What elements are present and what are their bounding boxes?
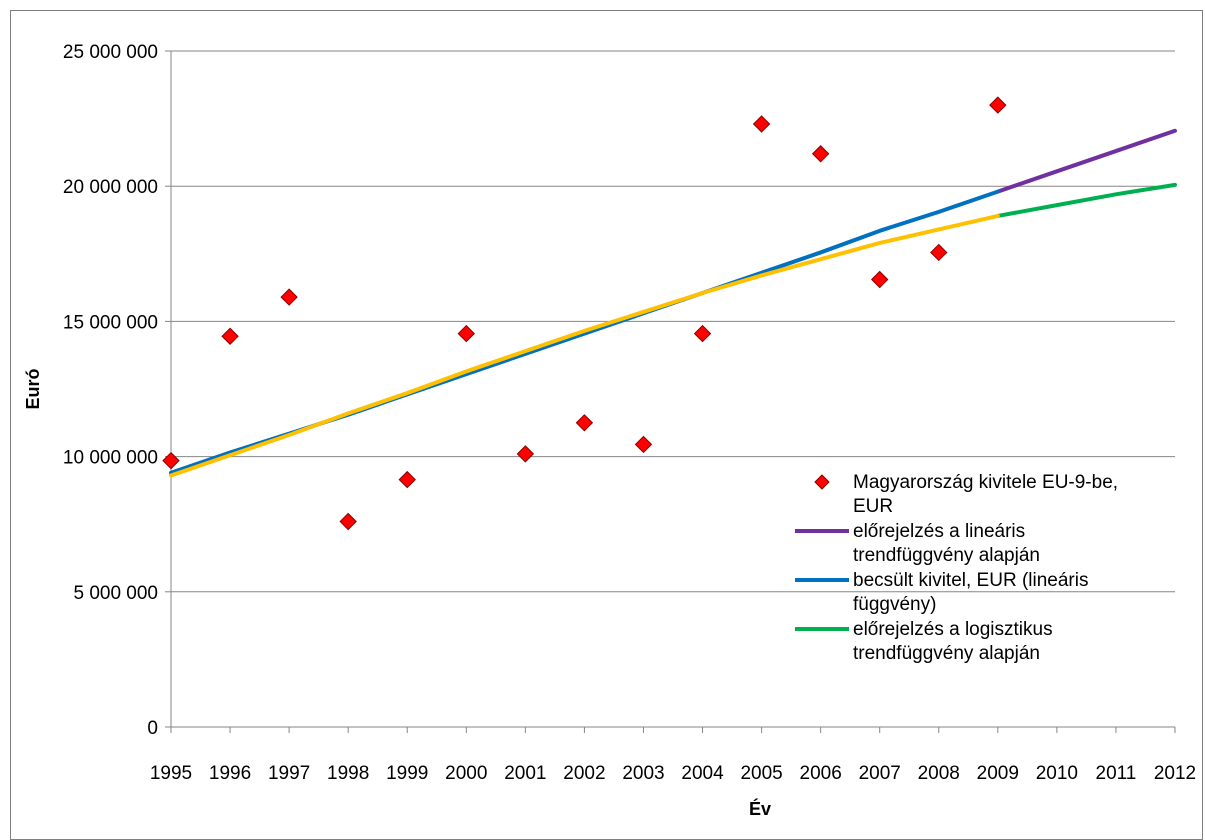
- x-tick-label: 1999: [386, 763, 428, 784]
- data-point: [811, 145, 830, 163]
- x-tick-label: 1996: [209, 763, 251, 784]
- series-line: [995, 182, 1177, 218]
- data-point: [634, 435, 653, 454]
- x-tick-label: 1998: [327, 763, 369, 784]
- data-point: [398, 470, 416, 489]
- legend-label: trendfüggvény alapján: [853, 545, 1040, 566]
- y-tick-label: 0: [147, 718, 158, 739]
- x-tick-label: 2001: [504, 763, 546, 784]
- chart: 0 5 000 000 10 000 000 15 000 000 20 000 000…: [23, 42, 1196, 819]
- data-point: [162, 451, 180, 470]
- x-tick-label: 2003: [622, 763, 664, 784]
- data-point: [457, 324, 476, 343]
- y-tick-label: 5 000 000: [73, 583, 158, 604]
- x-tick-label: 2010: [1036, 763, 1078, 784]
- legend-label: Magyarország kivitele EU-9-be,: [853, 472, 1118, 493]
- legend-label: trendfüggvény alapján: [853, 643, 1040, 664]
- data-point: [693, 324, 712, 343]
- data-point: [752, 115, 771, 133]
- data-point: [221, 327, 239, 345]
- x-tick-label: 2002: [563, 763, 605, 784]
- data-point: [516, 445, 535, 463]
- x-tick-label: 2011: [1096, 763, 1137, 784]
- legend-label: függvény): [853, 594, 936, 615]
- legend-label: EUR: [853, 496, 893, 517]
- x-tick-label: 2005: [740, 763, 782, 784]
- x-tick-label: 1995: [150, 763, 192, 784]
- x-tick-label: 2009: [977, 763, 1019, 784]
- data-point: [339, 512, 357, 531]
- data-point: [989, 96, 1007, 114]
- y-tick-label: 20 000 000: [63, 177, 158, 198]
- x-axis-title: Év: [749, 798, 771, 819]
- x-tick-label: 2008: [918, 763, 960, 784]
- data-point: [575, 414, 594, 432]
- legend-label: előrejelzés a lineáris: [853, 521, 1025, 542]
- x-tick-label: 2006: [800, 763, 842, 784]
- legend-marker: [814, 474, 830, 490]
- series-line: [169, 213, 1000, 478]
- x-tick-label: 2012: [1154, 763, 1196, 784]
- data-point: [930, 243, 948, 262]
- x-tick-label: 2000: [445, 763, 487, 784]
- x-tick-label: 2007: [859, 763, 901, 784]
- series-line: [995, 128, 1177, 194]
- x-tick-label: 2004: [681, 763, 724, 784]
- data-point: [870, 270, 889, 289]
- y-axis-title: Euró: [23, 368, 43, 409]
- legend-label: becsült kivitel, EUR (lineáris: [853, 570, 1088, 591]
- legend-label: előrejelzés a logisztikus: [853, 619, 1053, 640]
- y-tick-label: 25 000 000: [63, 42, 158, 63]
- y-tick-label: 10 000 000: [63, 448, 158, 469]
- chart-frame: [10, 10, 1203, 840]
- x-tick-label: 1997: [268, 763, 310, 784]
- data-point: [280, 288, 298, 306]
- y-tick-label: 15 000 000: [63, 312, 158, 333]
